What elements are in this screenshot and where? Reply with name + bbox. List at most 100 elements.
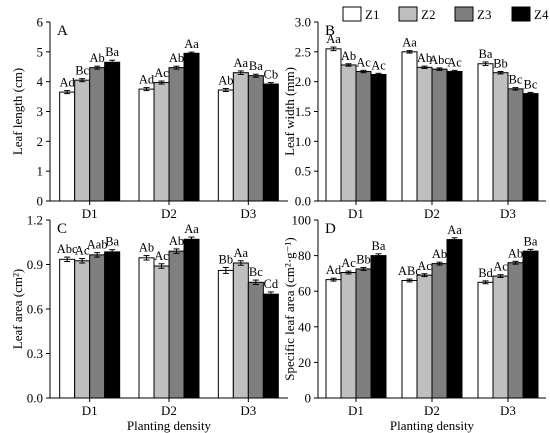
bar-z3-d2 — [168, 67, 185, 202]
bar-z4-d2 — [446, 71, 463, 202]
significance-label: Abc — [429, 53, 450, 67]
x-tick-label-d3: D3 — [240, 403, 256, 418]
bar-z4-d1 — [370, 74, 387, 202]
legend-swatch-z3 — [454, 6, 474, 22]
bar-z1-d2 — [138, 257, 155, 399]
bar-z2-d2 — [153, 265, 170, 399]
y-tick-label: 0.0 — [27, 391, 43, 406]
significance-label: Ac — [154, 249, 169, 263]
significance-label: Ab — [169, 51, 184, 65]
significance-label: Ab — [432, 247, 447, 261]
x-tick-label-d2: D2 — [161, 403, 177, 418]
bar-z3-d2 — [431, 68, 448, 202]
panel-letter: B — [325, 23, 335, 39]
x-tick-label-d2: D2 — [424, 206, 440, 221]
bar-z3-d3 — [507, 88, 524, 202]
y-tick-label: 5 — [37, 44, 44, 59]
panel-letter: A — [57, 23, 68, 39]
bar-z3-d1 — [355, 268, 372, 399]
significance-label: Ac — [417, 259, 432, 273]
y-axis-label: Leaf width (mm) — [282, 67, 297, 156]
y-tick-label: 20 — [298, 355, 311, 370]
significance-label: Ab — [341, 49, 356, 63]
y-axis-label: Specific leaf area (cm²·g⁻¹) — [282, 237, 297, 381]
x-tick-label-d3: D3 — [240, 206, 256, 221]
bar-z2-d3 — [232, 262, 249, 399]
significance-label: Bc — [509, 73, 523, 87]
bar-z3-d3 — [507, 262, 524, 399]
significance-label: Ab — [169, 234, 184, 248]
y-tick-label: 0.6 — [27, 302, 44, 317]
bar-z1-d3 — [217, 269, 234, 399]
bar-z4-d3 — [262, 83, 279, 202]
significance-label: Bb — [493, 57, 508, 71]
bar-z1-d3 — [217, 89, 234, 202]
significance-label: Ad — [139, 73, 155, 87]
bar-z2-d3 — [492, 275, 509, 399]
y-tick-label: 3 — [37, 104, 44, 119]
bar-z4-d1 — [104, 251, 121, 399]
y-tick-label: 100 — [292, 213, 312, 228]
y-tick-label: 2 — [37, 134, 44, 149]
significance-label: Ba — [249, 59, 263, 73]
significance-label: Ab — [417, 51, 432, 65]
bar-z3-d3 — [247, 75, 264, 202]
significance-label: Aab — [87, 238, 108, 252]
significance-label: Cd — [264, 277, 279, 291]
significance-label: Ba — [479, 47, 493, 61]
x-tick-label-d2: D2 — [161, 206, 177, 221]
bar-z4-d3 — [522, 93, 539, 202]
legend-swatch-z1 — [342, 6, 362, 22]
bar-z4-d3 — [522, 250, 539, 399]
y-tick-label: 1.2 — [27, 213, 43, 228]
bar-z4-d3 — [262, 293, 279, 399]
bar-z4-d1 — [104, 61, 121, 202]
x-tick-label-d1: D1 — [348, 403, 364, 418]
bar-z2-d1 — [340, 272, 357, 399]
bar-z1-d1 — [59, 258, 76, 399]
bar-z2-d3 — [492, 72, 509, 202]
bar-z4-d2 — [446, 239, 463, 399]
y-tick-label: 2.5 — [295, 44, 311, 59]
bar-z4-d2 — [183, 52, 200, 202]
significance-label: Ac — [341, 256, 356, 270]
significance-label: Aa — [184, 222, 199, 236]
bar-z1-d1 — [325, 279, 342, 399]
bar-z1-d2 — [401, 51, 418, 202]
significance-label: Bc — [524, 77, 538, 91]
significance-label: Ad — [60, 76, 76, 90]
bar-z3-d3 — [247, 281, 264, 399]
bar-z3-d1 — [355, 71, 372, 202]
significance-label: Ad — [326, 263, 342, 277]
y-tick-label: 0 — [305, 391, 312, 406]
y-axis-label: Leaf length (cm) — [10, 68, 25, 155]
y-axis-label: Leaf area (cm²) — [10, 269, 25, 349]
significance-label: Ac — [356, 55, 371, 69]
panel-letter: D — [325, 221, 336, 237]
y-tick-label: 0.9 — [27, 257, 43, 272]
significance-label: Bc — [249, 265, 263, 279]
bar-z1-d2 — [138, 88, 155, 202]
significance-label: Ac — [154, 66, 169, 80]
significance-label: Abc — [57, 242, 78, 256]
y-tick-label: 2.0 — [295, 74, 311, 89]
y-tick-label: 0.3 — [27, 346, 43, 361]
bar-z1-d3 — [477, 63, 494, 202]
significance-label: Aa — [234, 56, 249, 70]
significance-label: Aa — [326, 32, 341, 46]
significance-label: Ac — [493, 260, 508, 274]
x-axis-label: Planting density — [127, 418, 212, 433]
significance-label: Ba — [105, 235, 119, 249]
x-tick-label-d2: D2 — [424, 403, 440, 418]
x-tick-label-d1: D1 — [82, 206, 98, 221]
significance-label: Ab — [218, 74, 233, 88]
bar-z2-d1 — [74, 260, 91, 399]
significance-label: Ac — [371, 58, 386, 72]
significance-label: Bd — [478, 266, 493, 280]
y-tick-label: 0.0 — [295, 194, 311, 209]
bar-z2-d2 — [153, 82, 170, 202]
y-tick-label: 0 — [37, 194, 44, 209]
